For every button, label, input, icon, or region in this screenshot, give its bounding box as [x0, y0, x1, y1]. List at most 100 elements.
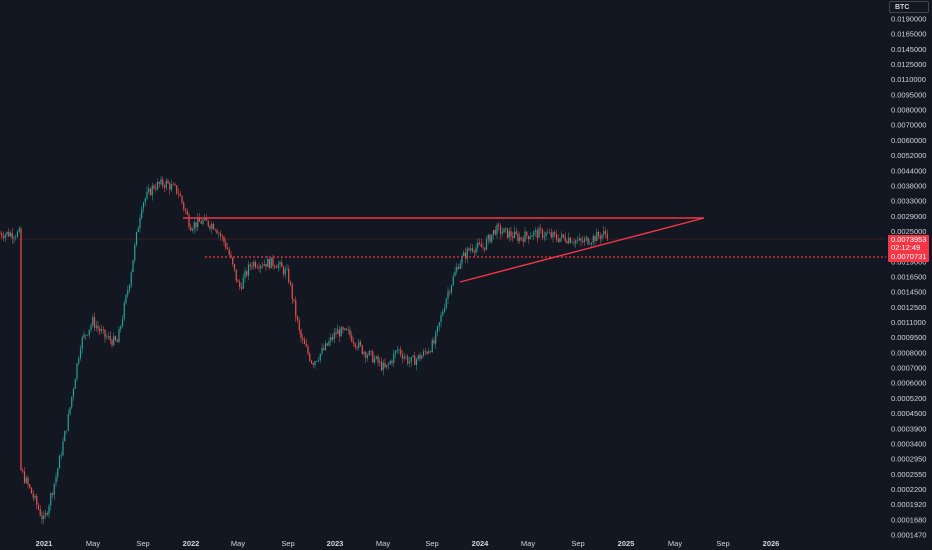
rising-support-trendline[interactable] [459, 217, 705, 283]
candle-body [396, 349, 398, 351]
candle-series [0, 176, 608, 524]
y-tick-label: 0.0002550 [891, 470, 926, 479]
candle-body [23, 471, 26, 483]
candle-body [265, 263, 267, 267]
candle-body [337, 329, 339, 334]
candle-body [188, 214, 190, 227]
candle-body [71, 396, 73, 408]
candle-body [155, 188, 157, 190]
candle-body [13, 237, 15, 239]
support-price-value: 0.0070731 [891, 252, 927, 261]
candle-body [176, 185, 178, 194]
candle-body [263, 263, 265, 266]
candle-body [590, 242, 593, 244]
y-tick-label: 0.0006000 [891, 379, 926, 388]
currency-badge[interactable]: BTC [889, 1, 929, 13]
candle-body [256, 267, 258, 268]
candle-body [93, 317, 96, 328]
y-tick-label: 0.0052000 [891, 151, 926, 160]
candle-body [16, 231, 19, 237]
candle-body [359, 341, 362, 346]
candle-body [386, 365, 388, 368]
candle-body [267, 258, 269, 267]
candle-body [153, 185, 155, 189]
candle-body [81, 337, 83, 349]
candle-body [592, 236, 594, 243]
candle-body [510, 231, 512, 237]
candle-body [501, 232, 503, 234]
x-tick-label: May [376, 539, 390, 548]
candle-body [116, 340, 118, 343]
candle-body [352, 341, 355, 344]
candle-body [165, 180, 167, 188]
candle-body [487, 234, 489, 240]
candle-body [468, 248, 470, 251]
candle-body [466, 248, 468, 259]
candle-body [8, 231, 10, 237]
candle-body [405, 356, 407, 358]
plot-area[interactable] [0, 176, 886, 524]
candle-body [417, 354, 419, 359]
y-axis-labels: 0.0190000 0.0165000 0.0145000 0.0125000 0.01… [891, 15, 926, 540]
candle-body [531, 235, 533, 237]
candle-body [370, 351, 372, 352]
candle-body [440, 315, 442, 323]
candle-body [345, 328, 348, 331]
price-axis[interactable] [886, 0, 932, 550]
candle-body [160, 179, 162, 184]
x-tick-label: Sep [136, 539, 149, 548]
candle-body [569, 237, 572, 243]
candle-body [566, 241, 568, 244]
candle-body [459, 263, 461, 269]
y-tick-label: 0.0029000 [891, 212, 926, 221]
y-tick-label: 0.0001680 [891, 515, 926, 524]
candle-body [578, 238, 580, 241]
y-tick-label: 0.0190000 [891, 15, 926, 24]
candle-body [190, 226, 192, 231]
candle-body [118, 328, 120, 343]
candle-body [508, 231, 510, 238]
candle-body [183, 202, 185, 209]
candle-body [412, 355, 414, 358]
candle-body [239, 281, 241, 288]
candle-body [193, 222, 195, 230]
candle-body [212, 223, 215, 230]
candle-body [235, 269, 237, 281]
candle-body [562, 234, 565, 237]
y-tick-label: 0.0001470 [891, 531, 926, 540]
candle-body [186, 210, 188, 215]
candle-body [233, 264, 236, 270]
candle-body [478, 242, 481, 244]
candle-body [53, 483, 55, 495]
candle-body [319, 353, 321, 361]
trendlines[interactable] [183, 217, 886, 283]
candle-body [333, 332, 335, 340]
candle-body [83, 334, 85, 338]
candle-body [454, 271, 456, 277]
candle-body [85, 334, 87, 336]
candle-body [422, 351, 425, 356]
candle-body [204, 217, 206, 221]
y-tick-label: 0.0002950 [891, 455, 926, 464]
candle-body [57, 468, 59, 477]
y-tick-label: 0.0016500 [891, 273, 926, 282]
candle-body [141, 208, 143, 219]
candle-body [65, 430, 68, 432]
candle-body [543, 236, 545, 238]
candle-body [489, 234, 491, 242]
candle-body [121, 318, 124, 327]
candle-body [380, 361, 383, 371]
y-tick-label: 0.0038000 [891, 181, 926, 190]
candle-body [505, 228, 507, 229]
candle-body [431, 340, 433, 353]
candle-body [107, 336, 110, 338]
candle-body [36, 496, 38, 505]
candle-body [302, 338, 304, 340]
candle-body [597, 231, 600, 237]
y-tick-label: 0.0003400 [891, 439, 926, 448]
candle-body [22, 470, 24, 472]
candle-body [50, 493, 52, 506]
candle-body [274, 265, 276, 268]
candle-body [407, 356, 409, 364]
